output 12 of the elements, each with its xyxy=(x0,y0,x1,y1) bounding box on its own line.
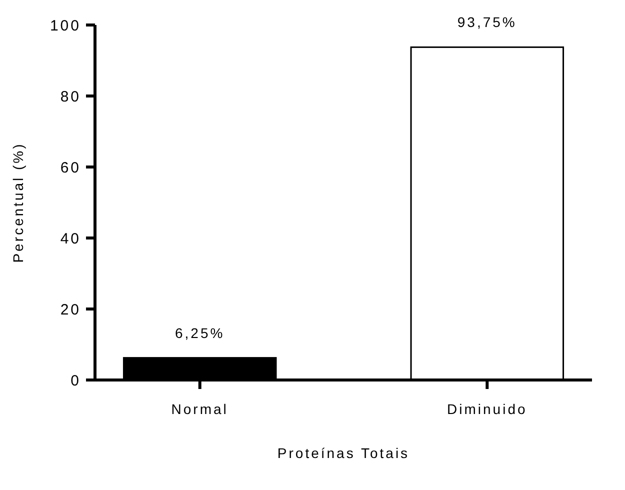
y-tick-label: 0 xyxy=(70,372,81,390)
data-label: 93,75% xyxy=(457,14,517,30)
x-axis-title: Proteínas Totais xyxy=(277,445,410,461)
y-tick-label: 60 xyxy=(60,159,81,176)
y-tick-label: 40 xyxy=(60,230,81,248)
y-tick-label: 20 xyxy=(60,301,81,318)
y-tick-label: 80 xyxy=(60,88,81,106)
x-tick-label: Diminuido xyxy=(447,401,528,417)
y-tick-label: 100 xyxy=(50,17,81,34)
data-label: 6,25% xyxy=(175,324,225,341)
y-axis-title: Percentual (%) xyxy=(10,142,26,263)
x-tick-label: Normal xyxy=(171,401,228,417)
